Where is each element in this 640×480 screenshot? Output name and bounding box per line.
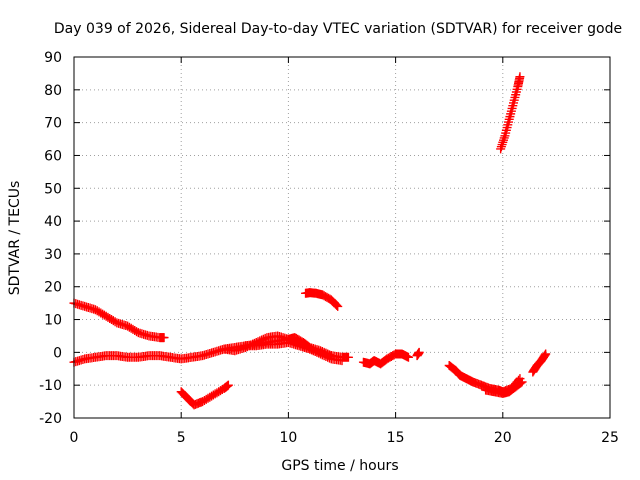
x-tick-label: 0 [70, 430, 79, 446]
chart-title: Day 039 of 2026, Sidereal Day-to-day VTE… [54, 21, 622, 37]
y-tick-label: 0 [53, 345, 62, 361]
sdtvar-chart: Day 039 of 2026, Sidereal Day-to-day VTE… [0, 0, 640, 480]
series-arc-1 [70, 299, 169, 342]
y-tick-label: 10 [44, 313, 62, 329]
x-axis-label: GPS time / hours [281, 458, 398, 474]
y-tick-label: 20 [44, 280, 62, 296]
x-tick-label: 20 [494, 430, 512, 446]
y-tick-label: 60 [44, 148, 62, 164]
y-axis-label: SDTVAR / TECUs [7, 181, 23, 296]
y-tick-label: 30 [44, 247, 62, 263]
y-tick-label: 40 [44, 214, 62, 230]
series-arc-7 [359, 350, 413, 369]
y-tick-label: 70 [44, 116, 62, 132]
x-tick-label: 10 [279, 430, 297, 446]
series-arc-3 [177, 381, 233, 410]
y-tick-label: 80 [44, 83, 62, 99]
x-tick-label: 15 [387, 430, 405, 446]
y-tick-label: -10 [39, 378, 62, 394]
axis-ticks: 0 5 10 15 20 25 -20 -10 0 10 20 30 40 50 60 70 80 90 [39, 50, 619, 446]
y-tick-label: 90 [44, 50, 62, 66]
x-tick-label: 5 [177, 430, 186, 446]
series-arc-11 [528, 350, 550, 377]
y-tick-label: 50 [44, 181, 62, 197]
data-point [499, 136, 508, 145]
data-point [498, 138, 507, 147]
data-point [497, 142, 506, 151]
series-arc-6 [301, 288, 342, 311]
y-tick-label: -20 [39, 411, 62, 427]
series-arc-8 [413, 348, 424, 360]
data-point [498, 140, 507, 149]
x-tick-label: 25 [601, 430, 619, 446]
series-arc-12 [496, 72, 524, 153]
data-point [500, 133, 509, 142]
data-point [496, 144, 505, 153]
